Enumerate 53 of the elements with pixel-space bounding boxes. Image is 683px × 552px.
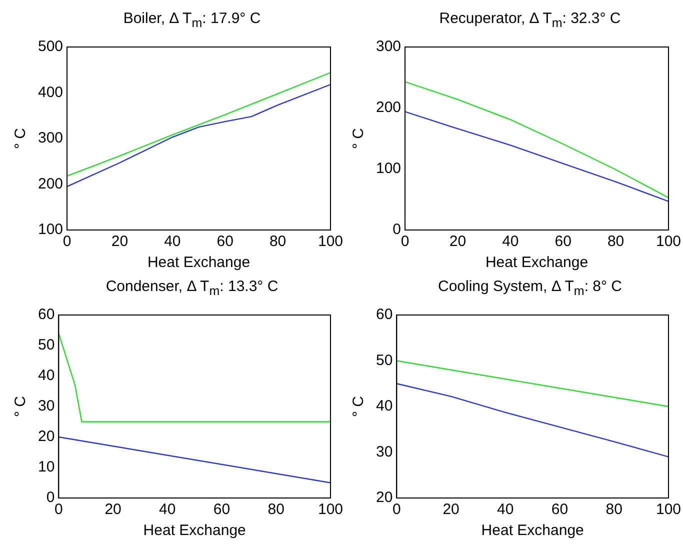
- y-tick-label: 400: [38, 84, 64, 101]
- x-axis-title: Heat Exchange: [485, 254, 588, 272]
- x-tick-label: 60: [551, 501, 568, 518]
- y-tick-label: 10: [38, 458, 55, 476]
- y-tick-label: 60: [38, 306, 55, 324]
- x-tick-label: 80: [268, 501, 284, 518]
- y-tick-label: 100: [376, 160, 402, 178]
- x-tick-label: 40: [502, 233, 519, 250]
- x-axis-title: Heat Exchange: [481, 522, 584, 540]
- y-axis-title: ° C: [12, 128, 30, 149]
- y-axis-title: ° C: [350, 128, 368, 149]
- y-tick-label: 300: [376, 38, 402, 56]
- x-tick-label: 100: [656, 233, 681, 250]
- y-tick-label: 0: [46, 489, 55, 506]
- x-tick-label: 100: [318, 501, 343, 518]
- y-tick-label: 20: [38, 428, 55, 446]
- x-tick-label: 20: [442, 501, 460, 518]
- y-tick-label: 30: [38, 398, 55, 415]
- x-axis-title: Heat Exchange: [147, 254, 250, 272]
- chart-title: Recuperator, Δ T$_{m}$: 32.3° C: [438, 9, 622, 32]
- x-tick-label: 20: [449, 233, 466, 250]
- y-tick-label: 30: [376, 443, 393, 460]
- x-tick-label: 20: [111, 233, 128, 250]
- x-tick-label: 60: [554, 233, 572, 250]
- x-tick-label: 60: [213, 501, 230, 518]
- x-tick-label: 60: [216, 233, 234, 250]
- y-tick-label: 50: [376, 352, 393, 369]
- y-tick-label: 60: [376, 306, 393, 324]
- x-axis-title: Heat Exchange: [143, 522, 246, 540]
- x-tick-label: 80: [269, 233, 286, 250]
- x-tick-label: 20: [104, 501, 122, 518]
- y-tick-label: 300: [38, 130, 64, 147]
- y-tick-label: 50: [38, 336, 55, 354]
- x-tick-label: 100: [656, 501, 681, 518]
- x-tick-label: 40: [164, 233, 181, 250]
- y-axis-title: ° C: [350, 396, 368, 417]
- x-tick-label: 80: [607, 233, 624, 250]
- y-tick-label: 40: [376, 398, 393, 415]
- x-tick-label: 40: [497, 501, 514, 518]
- y-tick-label: 100: [38, 221, 64, 238]
- y-tick-label: 20: [376, 489, 393, 506]
- x-tick-label: 100: [318, 233, 343, 250]
- chart-title: Cooling System, Δ T$_{m}$: 8° C: [436, 277, 623, 300]
- y-tick-label: 500: [38, 38, 64, 56]
- y-tick-label: 40: [38, 367, 55, 384]
- y-tick-label: 0: [392, 221, 402, 238]
- y-tick-label: 200: [376, 99, 402, 116]
- y-axis-title: ° C: [12, 396, 30, 417]
- x-tick-label: 40: [159, 501, 176, 518]
- chart-title: Condenser, Δ T$_{m}$: 13.3° C: [104, 277, 280, 300]
- x-tick-label: 80: [606, 501, 622, 518]
- y-tick-label: 200: [38, 175, 64, 192]
- chart-title: Boiler, Δ T$_{m}$: 17.9° C: [122, 9, 262, 32]
